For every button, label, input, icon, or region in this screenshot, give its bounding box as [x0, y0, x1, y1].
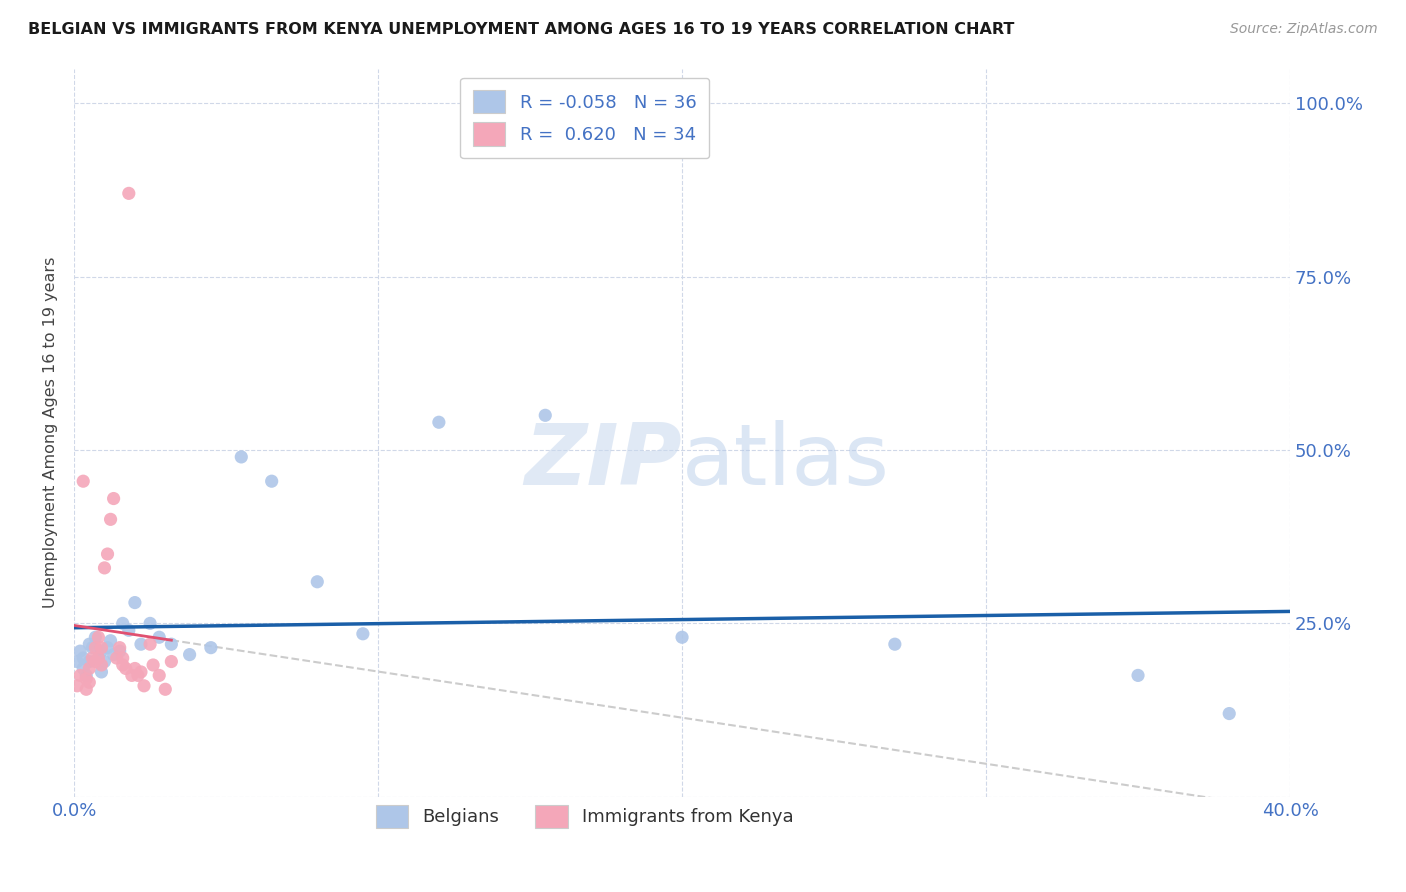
- Point: [79, 637, 101, 651]
- Point: [160, 637, 183, 651]
- Point: [79, 661, 101, 675]
- Y-axis label: Unemployment Among Ages 16 to 19 years: Unemployment Among Ages 16 to 19 years: [44, 257, 58, 608]
- Point: [75, 682, 97, 697]
- Point: [69, 668, 91, 682]
- Point: [352, 627, 374, 641]
- Point: [118, 186, 141, 201]
- Point: [121, 668, 143, 682]
- Point: [75, 668, 97, 682]
- Point: [90, 665, 112, 679]
- Point: [1218, 706, 1240, 721]
- Point: [93, 655, 115, 669]
- Point: [84, 640, 107, 655]
- Point: [260, 474, 283, 488]
- Legend: Belgians, Immigrants from Kenya: Belgians, Immigrants from Kenya: [368, 797, 801, 835]
- Point: [118, 624, 141, 638]
- Point: [87, 630, 110, 644]
- Point: [111, 651, 134, 665]
- Point: [111, 616, 134, 631]
- Point: [534, 409, 557, 423]
- Point: [66, 679, 89, 693]
- Point: [142, 658, 165, 673]
- Point: [96, 640, 118, 655]
- Point: [72, 651, 94, 665]
- Text: Source: ZipAtlas.com: Source: ZipAtlas.com: [1230, 22, 1378, 37]
- Point: [96, 547, 118, 561]
- Point: [129, 637, 152, 651]
- Point: [84, 655, 107, 669]
- Point: [69, 644, 91, 658]
- Point: [1126, 668, 1149, 682]
- Point: [105, 651, 128, 665]
- Point: [90, 640, 112, 655]
- Point: [127, 668, 149, 682]
- Point: [82, 640, 104, 655]
- Point: [139, 616, 162, 631]
- Point: [90, 658, 112, 673]
- Point: [231, 450, 253, 464]
- Point: [82, 651, 104, 665]
- Point: [100, 512, 122, 526]
- Point: [883, 637, 905, 651]
- Point: [103, 648, 125, 662]
- Point: [139, 637, 162, 651]
- Point: [124, 596, 146, 610]
- Point: [75, 672, 97, 686]
- Point: [427, 415, 450, 429]
- Text: ZIP: ZIP: [524, 420, 682, 503]
- Point: [671, 630, 693, 644]
- Point: [179, 648, 201, 662]
- Point: [87, 651, 110, 665]
- Point: [79, 655, 101, 669]
- Point: [129, 665, 152, 679]
- Text: BELGIAN VS IMMIGRANTS FROM KENYA UNEMPLOYMENT AMONG AGES 16 TO 19 YEARS CORRELAT: BELGIAN VS IMMIGRANTS FROM KENYA UNEMPLO…: [28, 22, 1015, 37]
- Point: [79, 675, 101, 690]
- Point: [124, 661, 146, 675]
- Point: [200, 640, 222, 655]
- Point: [100, 633, 122, 648]
- Point: [155, 682, 177, 697]
- Point: [84, 630, 107, 644]
- Point: [90, 644, 112, 658]
- Point: [103, 491, 125, 506]
- Point: [114, 661, 136, 675]
- Point: [111, 658, 134, 673]
- Point: [87, 651, 110, 665]
- Point: [108, 644, 131, 658]
- Point: [72, 661, 94, 675]
- Point: [307, 574, 329, 589]
- Point: [93, 561, 115, 575]
- Point: [108, 640, 131, 655]
- Point: [132, 679, 155, 693]
- Text: atlas: atlas: [682, 420, 890, 503]
- Point: [148, 668, 170, 682]
- Point: [66, 655, 89, 669]
- Point: [72, 474, 94, 488]
- Point: [148, 630, 170, 644]
- Point: [160, 655, 183, 669]
